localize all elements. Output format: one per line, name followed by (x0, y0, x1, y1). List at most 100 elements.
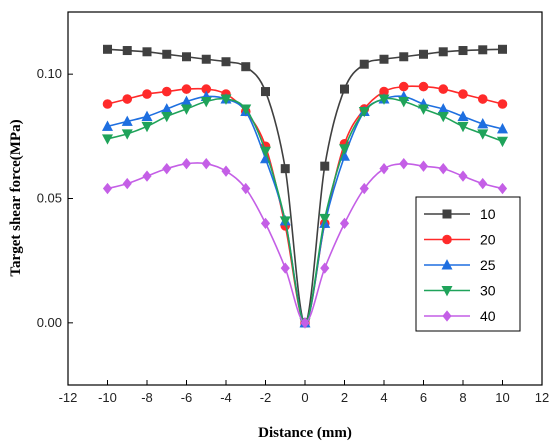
data-point (122, 94, 133, 104)
x-tick-label: -10 (98, 390, 117, 405)
legend-label: 30 (480, 283, 496, 299)
legend-marker (442, 310, 452, 322)
data-point (457, 121, 469, 133)
data-point (438, 84, 449, 94)
data-point (359, 182, 369, 195)
data-point (102, 99, 113, 109)
x-tick-label: -6 (181, 390, 193, 405)
data-point (379, 162, 389, 175)
series-layer (102, 44, 508, 329)
data-point (141, 121, 153, 133)
y-axis-ticks: 0.00 0.05 0.10 (37, 66, 73, 330)
data-point (478, 45, 488, 55)
legend-marker (441, 285, 453, 297)
data-point (358, 106, 370, 118)
x-tick-label: 8 (459, 390, 466, 405)
x-tick-label: 6 (420, 390, 427, 405)
data-point (102, 182, 113, 195)
data-point (260, 146, 271, 158)
data-point (280, 262, 290, 274)
data-point (399, 158, 409, 170)
data-point (122, 46, 132, 56)
legend-label: 10 (480, 206, 496, 222)
data-point (418, 49, 428, 59)
x-axis-ticks: -12 -10 -8 -6 -4 -2 0 2 4 6 8 10 12 (59, 380, 549, 405)
data-point (201, 158, 211, 170)
data-point (279, 216, 291, 227)
data-point (438, 47, 448, 57)
data-point (477, 129, 489, 140)
data-point (399, 52, 409, 62)
data-point (398, 97, 410, 108)
data-point (182, 52, 192, 62)
series-40 (102, 158, 508, 329)
data-point (181, 104, 192, 115)
x-tick-label: -12 (59, 390, 78, 405)
x-tick-label: -8 (141, 390, 153, 405)
data-point (438, 162, 448, 175)
data-point (162, 162, 172, 175)
legend-item-25: 25 (424, 257, 496, 273)
data-point (201, 54, 211, 64)
legend-label: 40 (480, 308, 496, 324)
data-point (497, 123, 508, 134)
data-point (319, 213, 331, 225)
x-tick-label: 0 (301, 390, 308, 405)
data-point (458, 89, 468, 99)
data-point (339, 84, 349, 94)
data-point (102, 134, 113, 145)
data-point (240, 104, 252, 115)
data-point (142, 89, 152, 99)
data-point (457, 110, 469, 121)
data-point (161, 86, 172, 97)
legend-item-10: 10 (424, 206, 496, 222)
x-tick-label: 12 (535, 390, 549, 405)
data-point (458, 46, 468, 56)
data-point (437, 111, 449, 123)
legend-item-40: 40 (424, 308, 496, 324)
data-point (418, 160, 429, 172)
data-point (162, 49, 172, 59)
data-point (418, 104, 429, 115)
x-tick-label: 10 (495, 390, 509, 405)
legend: 10 20 25 30 40 (415, 196, 521, 332)
data-point (200, 97, 212, 108)
data-point (398, 81, 409, 92)
data-point (458, 170, 468, 182)
legend-marker (442, 209, 452, 219)
data-point (221, 57, 231, 67)
data-point (378, 94, 390, 105)
y-tick-label: 0.05 (37, 191, 62, 206)
data-point (260, 87, 270, 97)
data-point (122, 177, 132, 190)
legend-box (415, 196, 521, 332)
legend-item-30: 30 (424, 283, 496, 299)
y-tick-label: 0.10 (37, 66, 62, 81)
x-tick-label: 4 (380, 390, 387, 405)
data-point (478, 177, 488, 190)
x-tick-label: -4 (220, 390, 232, 405)
data-point (477, 118, 489, 129)
data-point (320, 262, 330, 274)
data-point (260, 217, 271, 230)
legend-item-20: 20 (424, 232, 496, 248)
data-point (280, 164, 290, 174)
data-point (497, 136, 508, 148)
data-point (181, 158, 192, 170)
legend-label: 20 (480, 232, 496, 248)
data-point (220, 94, 232, 105)
data-point (141, 110, 153, 121)
legend-marker (442, 234, 452, 245)
x-tick-label: 2 (341, 390, 348, 405)
data-point (121, 129, 133, 140)
data-point (161, 111, 173, 123)
data-point (121, 115, 133, 126)
data-point (320, 161, 330, 171)
y-tick-label: 0.00 (37, 315, 62, 330)
legend-label: 25 (480, 257, 496, 273)
data-point (241, 62, 251, 72)
data-point (181, 84, 192, 94)
data-point (477, 94, 488, 104)
data-point (142, 170, 152, 182)
